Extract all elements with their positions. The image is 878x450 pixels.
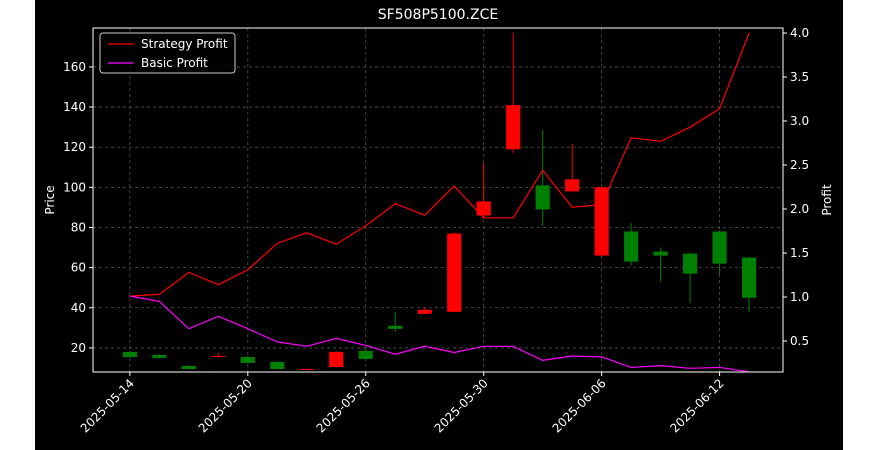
y2-tick-label: 3.0 xyxy=(790,114,809,128)
y-tick-label: 160 xyxy=(63,60,86,74)
profit-line xyxy=(129,295,750,373)
candle-body xyxy=(388,325,403,329)
y-tick-label: 60 xyxy=(71,261,86,275)
y-tick-label: 40 xyxy=(71,301,86,315)
candle-body xyxy=(270,361,285,369)
candle-body xyxy=(742,257,757,298)
y-tick-label: 80 xyxy=(71,220,86,234)
candle-body xyxy=(358,350,373,359)
y2-tick-label: 2.5 xyxy=(790,158,809,172)
candle-body xyxy=(712,231,727,264)
y2-tick-label: 1.5 xyxy=(790,246,809,260)
y2-tick-label: 1.0 xyxy=(790,290,809,304)
candle-body xyxy=(653,251,668,256)
candle-body xyxy=(565,179,580,192)
candle-body xyxy=(240,356,255,363)
y2-tick-label: 0.5 xyxy=(790,334,809,348)
legend-label: Strategy Profit xyxy=(141,37,228,51)
candle-body xyxy=(683,253,698,274)
candle-body xyxy=(181,365,196,369)
candle-body xyxy=(122,351,137,357)
candle-body xyxy=(329,351,344,367)
candle-body xyxy=(417,309,432,314)
figure-background xyxy=(35,0,843,450)
candle-body xyxy=(299,368,314,370)
candle-body xyxy=(447,233,462,312)
y2-axis-label: Profit xyxy=(820,184,834,216)
candle-body xyxy=(594,187,609,256)
plot-frame xyxy=(92,27,784,373)
candle-body xyxy=(535,185,550,210)
y2-tick-label: 3.5 xyxy=(790,70,809,84)
candle-body xyxy=(624,231,639,262)
y2-tick-label: 4.0 xyxy=(790,26,809,40)
y-tick-label: 120 xyxy=(63,140,86,154)
y-tick-label: 20 xyxy=(71,341,86,355)
candle-body xyxy=(211,355,226,357)
chart-title: SF508P5100.ZCE xyxy=(378,7,498,23)
candle-body xyxy=(476,201,491,216)
legend-label: Basic Profit xyxy=(141,56,208,70)
y-axis-label: Price xyxy=(43,185,57,214)
profit-line xyxy=(129,32,750,297)
candle-body xyxy=(506,105,521,150)
y-tick-label: 100 xyxy=(63,180,86,194)
candle-body xyxy=(152,354,167,358)
y-tick-label: 140 xyxy=(63,100,86,114)
y2-tick-label: 2.0 xyxy=(790,202,809,216)
